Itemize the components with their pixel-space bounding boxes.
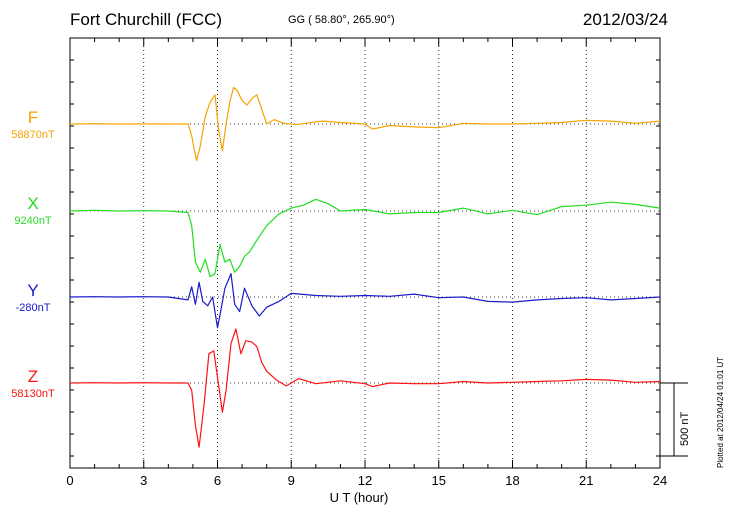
component-y-name: Y bbox=[27, 281, 39, 300]
x-axis-label: U T (hour) bbox=[329, 490, 389, 505]
x-tick-label: 24 bbox=[653, 473, 667, 488]
series-x-line bbox=[69, 198, 661, 278]
component-f-baseline: 58870nT bbox=[11, 129, 55, 141]
component-x-name: X bbox=[27, 194, 39, 213]
series-z-line bbox=[69, 328, 661, 448]
x-tick-label: 9 bbox=[288, 473, 295, 488]
plot-date: 2012/03/24 bbox=[582, 10, 668, 29]
geographic-coordinates: GG ( 58.80°, 265.90°) bbox=[288, 14, 395, 26]
x-tick-label: 18 bbox=[505, 473, 519, 488]
series-y-line bbox=[69, 273, 661, 329]
series-f-line bbox=[69, 86, 661, 162]
component-f-label: F 58870nT bbox=[0, 109, 66, 142]
component-x-baseline: 9240nT bbox=[14, 215, 52, 227]
component-y-baseline: -280nT bbox=[15, 302, 51, 314]
x-tick-label: 0 bbox=[66, 473, 73, 488]
scale-bar-label: 500 nT bbox=[679, 411, 691, 446]
plotted-timestamp: Plotted at 2012/04/24 01:01 UT bbox=[716, 356, 725, 468]
x-tick-label: 3 bbox=[140, 473, 147, 488]
component-z-name: Z bbox=[27, 367, 39, 386]
component-x-label: X 9240nT bbox=[0, 195, 66, 228]
component-y-label: Y -280nT bbox=[0, 282, 66, 315]
component-f-name: F bbox=[27, 108, 39, 127]
station-title: Fort Churchill (FCC) bbox=[70, 10, 223, 29]
component-z-label: Z 58130nT bbox=[0, 368, 66, 401]
x-tick-label: 15 bbox=[432, 473, 446, 488]
x-tick-label: 21 bbox=[579, 473, 593, 488]
component-z-baseline: 58130nT bbox=[11, 388, 55, 400]
x-tick-label: 6 bbox=[214, 473, 221, 488]
x-tick-label: 12 bbox=[358, 473, 372, 488]
